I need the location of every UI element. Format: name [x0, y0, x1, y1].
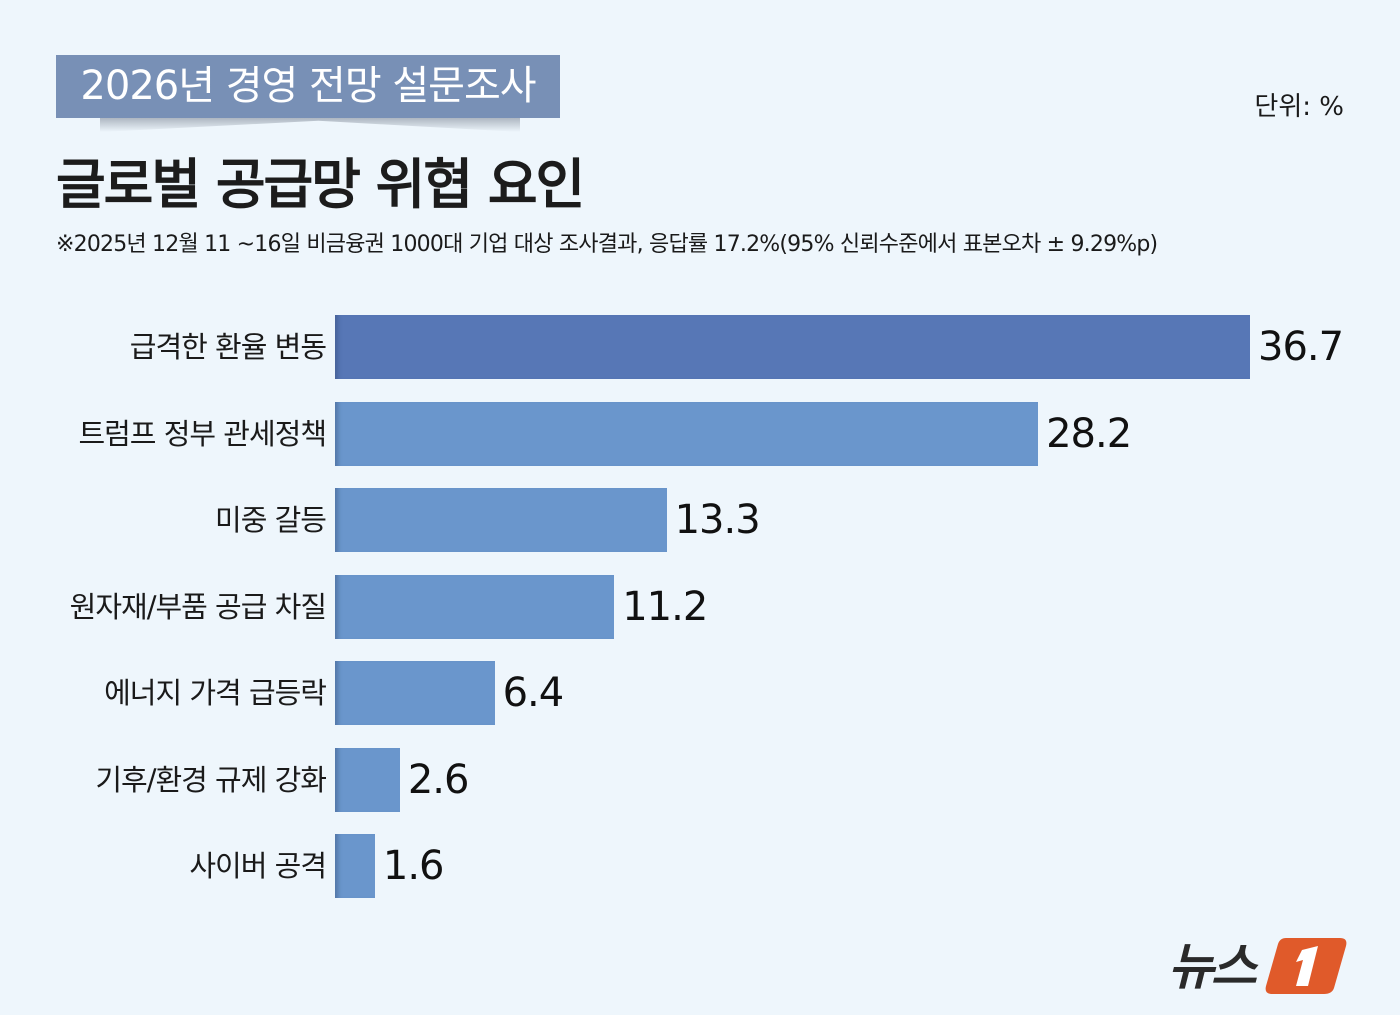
chart-title: 글로벌 공급망 위협 요인	[56, 153, 585, 216]
chart-row: 사이버 공격 1.6	[0, 834, 1400, 898]
category-label: 사이버 공격	[189, 849, 327, 883]
bar	[335, 574, 615, 639]
category-label: 에너지 가격 급등락	[104, 676, 327, 710]
bar	[335, 661, 495, 725]
chart-row: 원자재/부품 공급 차질 11.2	[0, 574, 1400, 639]
logo-text: 뉴스	[1168, 938, 1259, 996]
bar	[335, 488, 667, 552]
value-label: 36.7	[1258, 324, 1344, 370]
bar	[335, 747, 400, 812]
news1-logo: 뉴스	[1168, 938, 1347, 996]
value-label: 28.2	[1046, 410, 1132, 457]
chart-row: 기후/환경 규제 강화 2.6	[0, 747, 1400, 812]
value-label: 13.3	[674, 497, 761, 543]
category-label: 트럼프 정부 관세정책	[78, 416, 327, 451]
category-label: 기후/환경 규제 강화	[95, 762, 327, 797]
category-label: 급격한 환율 변동	[129, 330, 327, 364]
bar	[335, 834, 375, 898]
bar	[335, 401, 1039, 466]
value-label: 1.6	[382, 843, 445, 889]
bar	[335, 315, 1250, 379]
chart-row: 급격한 환율 변동 36.7	[0, 315, 1400, 379]
category-label: 미중 갈등	[215, 503, 327, 537]
survey-note: ※2025년 12월 11 ~16일 비금융권 1000대 기업 대상 조사결과…	[56, 232, 1158, 257]
survey-kicker: 2026년 경영 전망 설문조사	[56, 55, 560, 118]
category-label: 원자재/부품 공급 차질	[69, 589, 327, 624]
value-label: 2.6	[407, 756, 470, 803]
value-label: 6.4	[502, 670, 565, 716]
chart-row: 미중 갈등 13.3	[0, 488, 1400, 552]
value-label: 11.2	[622, 583, 708, 630]
unit-label: 단위: %	[1254, 92, 1344, 122]
chart-row: 트럼프 정부 관세정책 28.2	[0, 401, 1400, 466]
chart-row: 에너지 가격 급등락 6.4	[0, 661, 1400, 725]
